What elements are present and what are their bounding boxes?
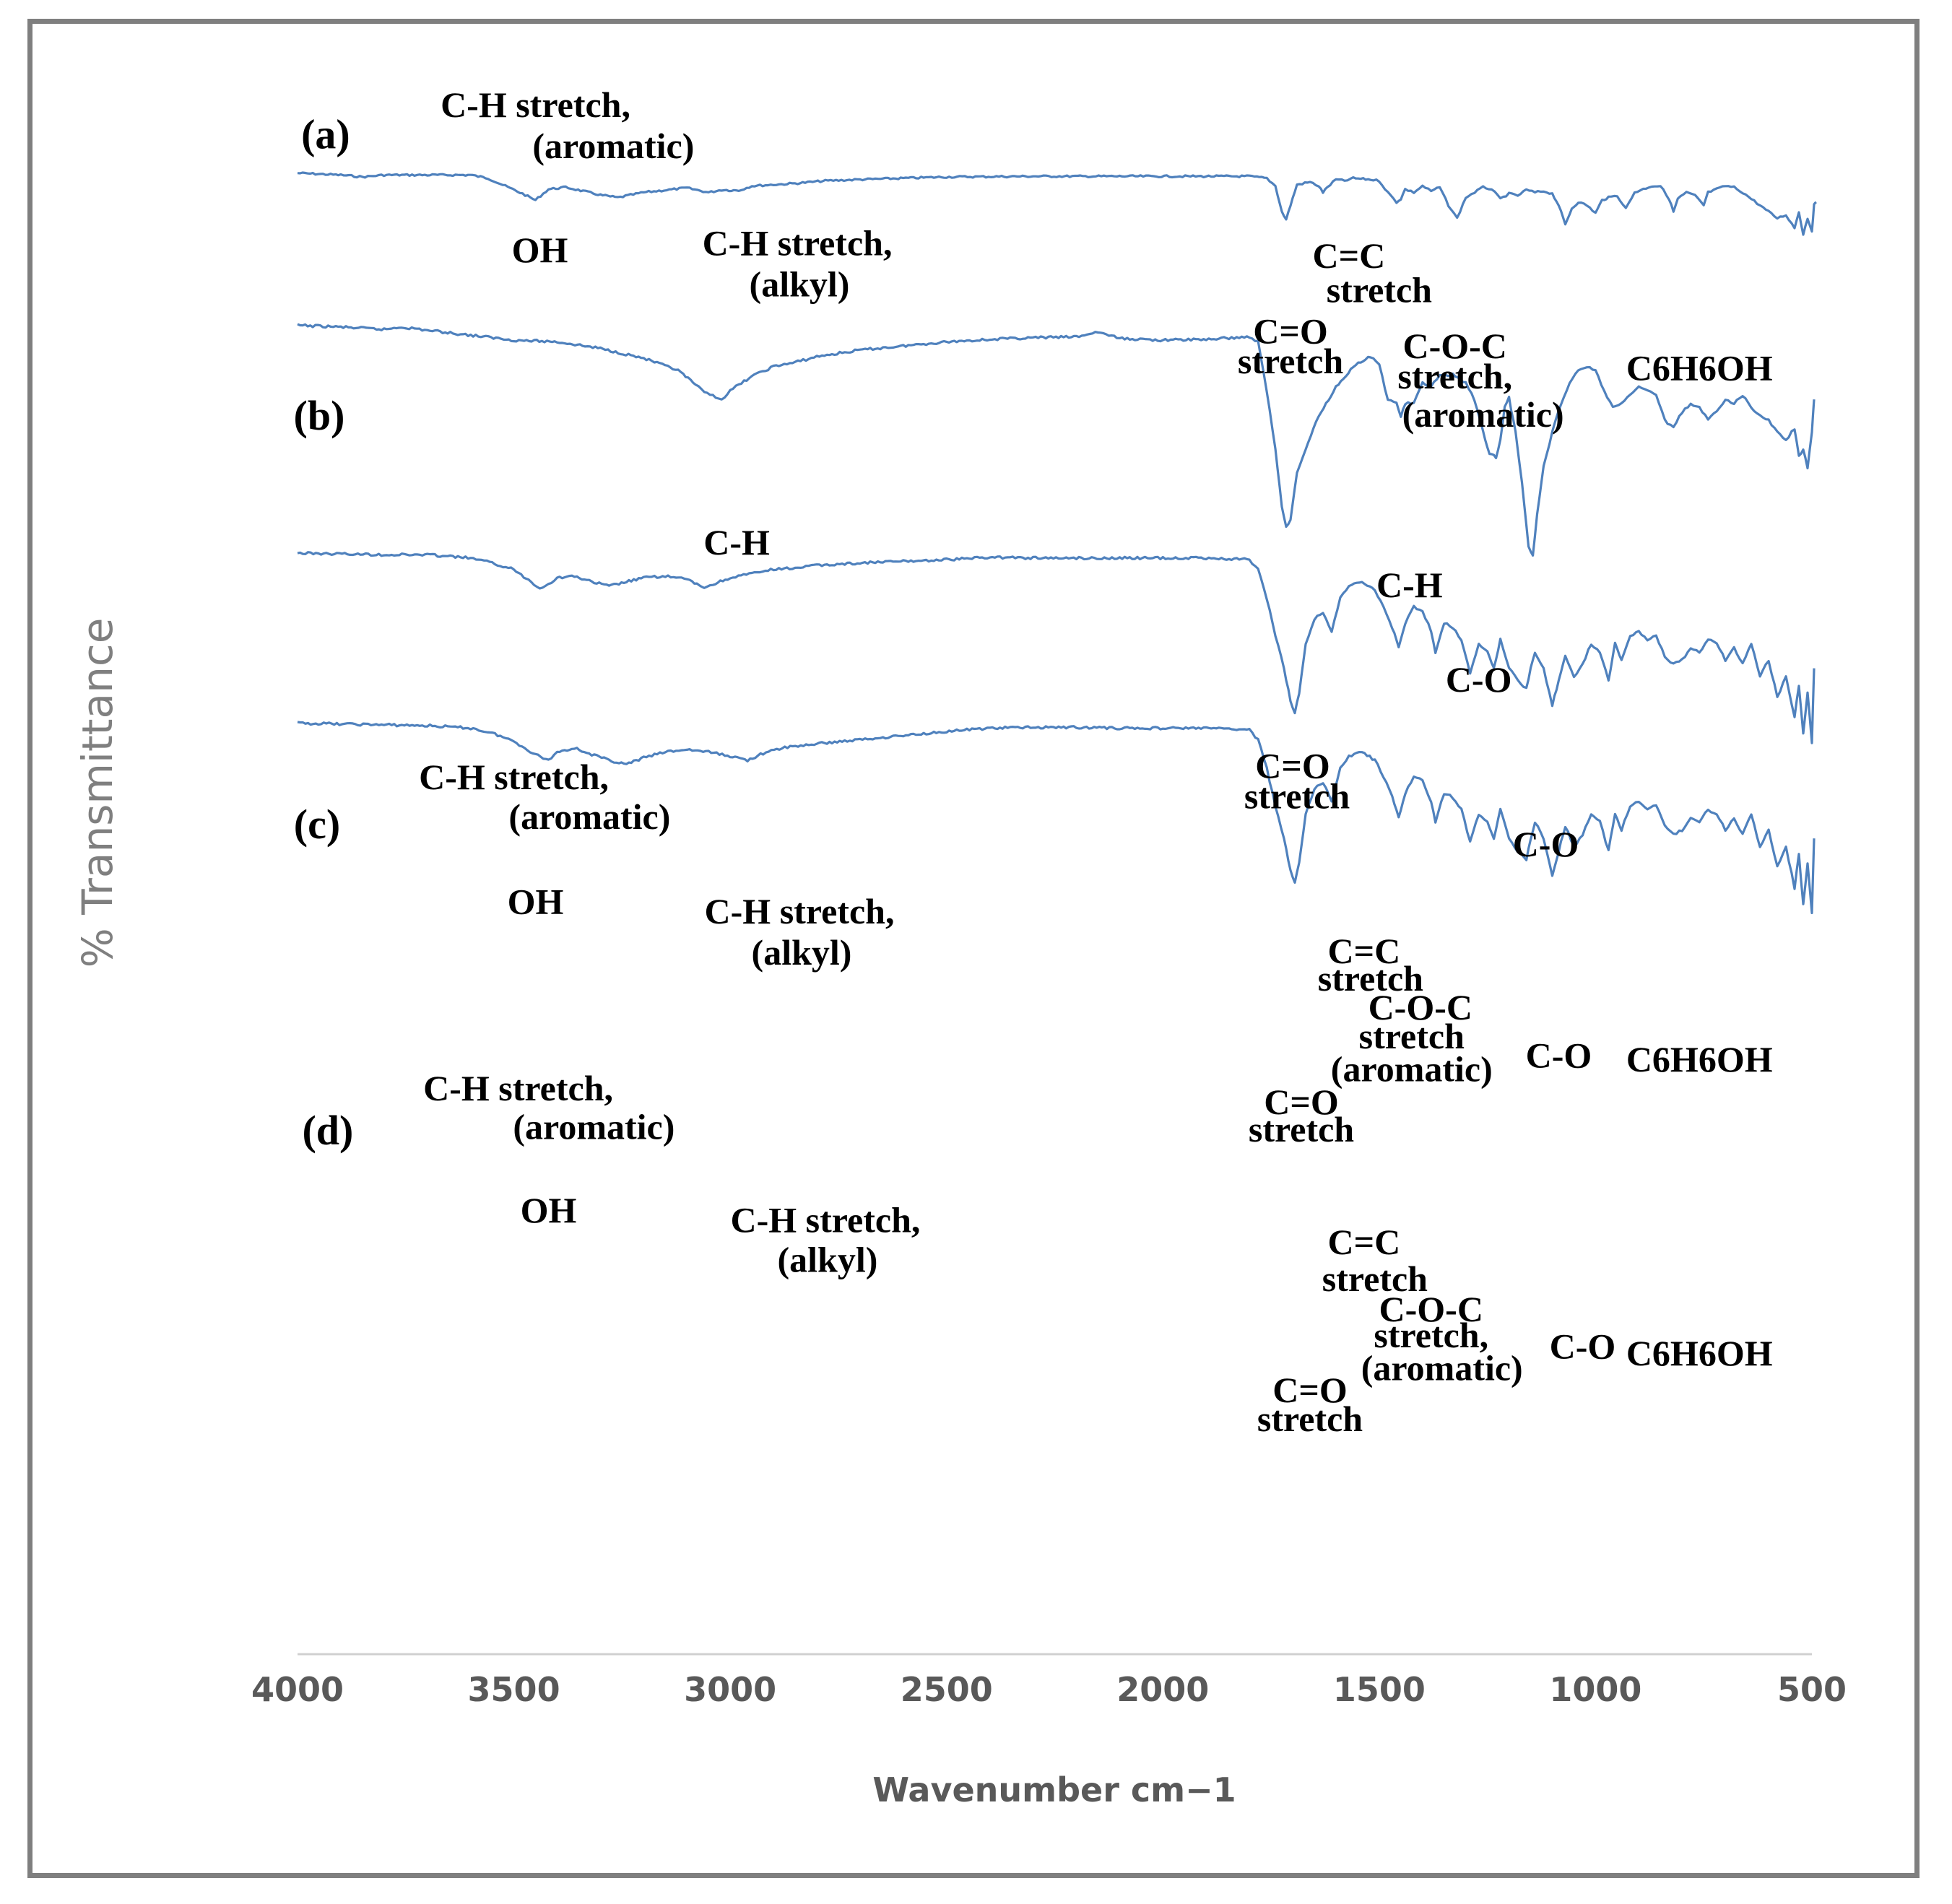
peak-annotation: stretch,	[1397, 356, 1512, 396]
peak-annotation: C-H stretch,	[705, 891, 895, 931]
x-tick-labels: 4000 3500 3000 2500 2000 1500 1000 500	[251, 1670, 1847, 1709]
peak-annotation: C=O	[1264, 1082, 1339, 1122]
peak-annotation: stretch	[1327, 269, 1432, 310]
peak-annotation: stretch	[1318, 958, 1423, 999]
peak-annotation: C-H stretch,	[441, 84, 630, 125]
peak-annotation: C-H stretch,	[703, 223, 893, 264]
y-axis-title: % Transmittance	[73, 618, 122, 968]
x-tick-label: 3000	[684, 1670, 776, 1709]
peak-annotation: C=C	[1328, 1222, 1401, 1262]
peak-annotation: C=C	[1328, 931, 1401, 971]
ftir-chart: 4000 3500 3000 2500 2000 1500 1000 500 Wavenumb…	[73, 84, 1847, 1809]
x-tick-label: 4000	[251, 1670, 344, 1709]
peak-annotation: (aromatic)	[508, 796, 670, 837]
peak-annotation: OH	[508, 882, 564, 922]
annotations: (a)C-H stretch,(aromatic)OH C-H stretch,(…	[294, 84, 1773, 1439]
peak-annotation: stretch	[1322, 1259, 1428, 1299]
panel-label: (c)	[294, 801, 340, 848]
spectrum-line-a	[297, 171, 1817, 236]
spectrum-line-b	[297, 323, 1816, 557]
peak-annotation: C-H	[703, 522, 770, 562]
peak-annotation: OH	[521, 1190, 577, 1230]
peak-annotation: (aromatic)	[1402, 394, 1564, 435]
peak-annotation: stretch	[1238, 341, 1343, 381]
peak-annotation: C=C	[1313, 235, 1386, 276]
spectra	[297, 171, 1817, 915]
peak-annotation: (aromatic)	[1331, 1049, 1493, 1090]
peak-annotation: C-O-C	[1368, 987, 1472, 1027]
peak-annotation: (alkyl)	[777, 1240, 877, 1280]
x-tick-label: 1500	[1333, 1670, 1426, 1709]
peak-annotation: C=O	[1255, 746, 1330, 786]
peak-annotation: C-H stretch,	[419, 757, 609, 797]
panel-label: (a)	[301, 111, 350, 158]
peak-annotation: C-O	[1550, 1326, 1616, 1366]
panel-label: (d)	[302, 1107, 353, 1154]
peak-annotation: stretch	[1359, 1016, 1465, 1056]
peak-annotation: stretch	[1244, 775, 1350, 816]
x-tick-label: 2000	[1116, 1670, 1209, 1709]
peak-annotation: C6H6OH	[1626, 1039, 1773, 1079]
peak-annotation: C-H stretch,	[423, 1068, 613, 1108]
peak-annotation: C-O	[1526, 1035, 1592, 1076]
peak-annotation: (aromatic)	[532, 126, 694, 166]
peak-annotation: C-O	[1513, 824, 1579, 864]
figure-frame: 4000 3500 3000 2500 2000 1500 1000 500 Wavenumb…	[27, 19, 1920, 1878]
peak-annotation: OH	[512, 230, 568, 270]
peak-annotation: (aromatic)	[513, 1106, 674, 1147]
peak-annotation: stretch	[1257, 1399, 1363, 1439]
peak-annotation: C6H6OH	[1626, 348, 1773, 388]
panel-label: (b)	[294, 392, 345, 439]
peak-annotation: (aromatic)	[1361, 1348, 1523, 1388]
x-tick-label: 3500	[468, 1670, 560, 1709]
peak-annotation: C-O-C	[1402, 326, 1506, 366]
peak-annotation: C-H	[1376, 565, 1443, 605]
peak-annotation: C-O-C	[1379, 1289, 1483, 1329]
x-tick-label: 2500	[901, 1670, 993, 1709]
peak-annotation: C-H stretch,	[731, 1200, 921, 1240]
peak-annotation: stretch,	[1374, 1315, 1488, 1355]
spectrum-line-c	[297, 551, 1816, 744]
peak-annotation: C=O	[1253, 310, 1328, 351]
peak-annotation: C-O	[1446, 659, 1512, 700]
peak-annotation: C6H6OH	[1626, 1333, 1773, 1373]
spectrum-line-d	[297, 721, 1816, 915]
x-axis-title: Wavenumber cm−1	[872, 1770, 1236, 1809]
peak-annotation: (alkyl)	[752, 932, 852, 973]
peak-annotation: (alkyl)	[750, 264, 850, 305]
peak-annotation: C=O	[1272, 1370, 1348, 1410]
peak-annotation: stretch	[1249, 1109, 1354, 1149]
x-tick-label: 500	[1777, 1670, 1847, 1709]
x-tick-label: 1000	[1549, 1670, 1641, 1709]
